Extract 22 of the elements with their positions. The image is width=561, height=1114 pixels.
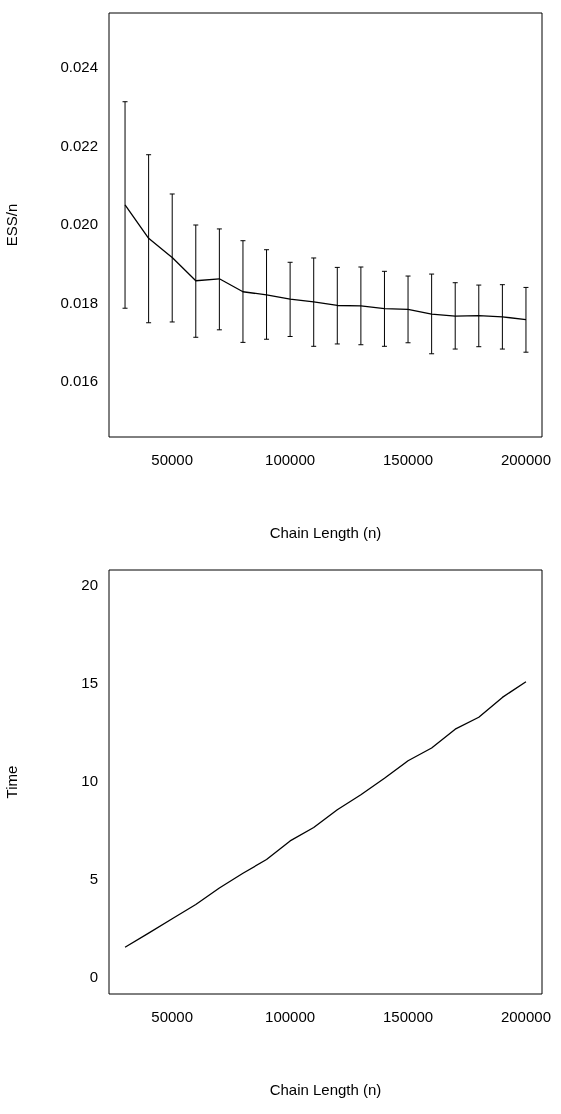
x-tick-label: 150000 (383, 1008, 434, 1026)
x-tick-label: 100000 (265, 1008, 316, 1026)
x-tick-label: 200000 (500, 1008, 551, 1026)
y-tick-label: 5 (89, 870, 98, 888)
x-tick-label: 200000 (500, 451, 551, 469)
x-tick-label: 150000 (383, 451, 434, 469)
x-axis-title: Chain Length (n) (269, 524, 382, 542)
y-tick-label: 0 (89, 968, 98, 986)
x-tick-label: 100000 (265, 451, 316, 469)
x-tick-label: 50000 (151, 451, 194, 469)
y-tick-label: 0.022 (60, 136, 98, 154)
x-tick-label: 50000 (151, 1008, 194, 1026)
y-tick-label: 0.024 (60, 58, 98, 76)
y-axis-title: Time (3, 765, 21, 799)
y-tick-label: 10 (81, 772, 98, 790)
y-axis-title: ESS/n (3, 203, 21, 247)
y-tick-label: 15 (81, 673, 98, 691)
y-tick-label: 0.020 (60, 215, 98, 233)
x-axis-title: Chain Length (n) (269, 1081, 382, 1099)
y-tick-label: 0.016 (60, 372, 98, 390)
y-tick-label: 20 (81, 575, 98, 593)
y-tick-label: 0.018 (60, 293, 98, 311)
